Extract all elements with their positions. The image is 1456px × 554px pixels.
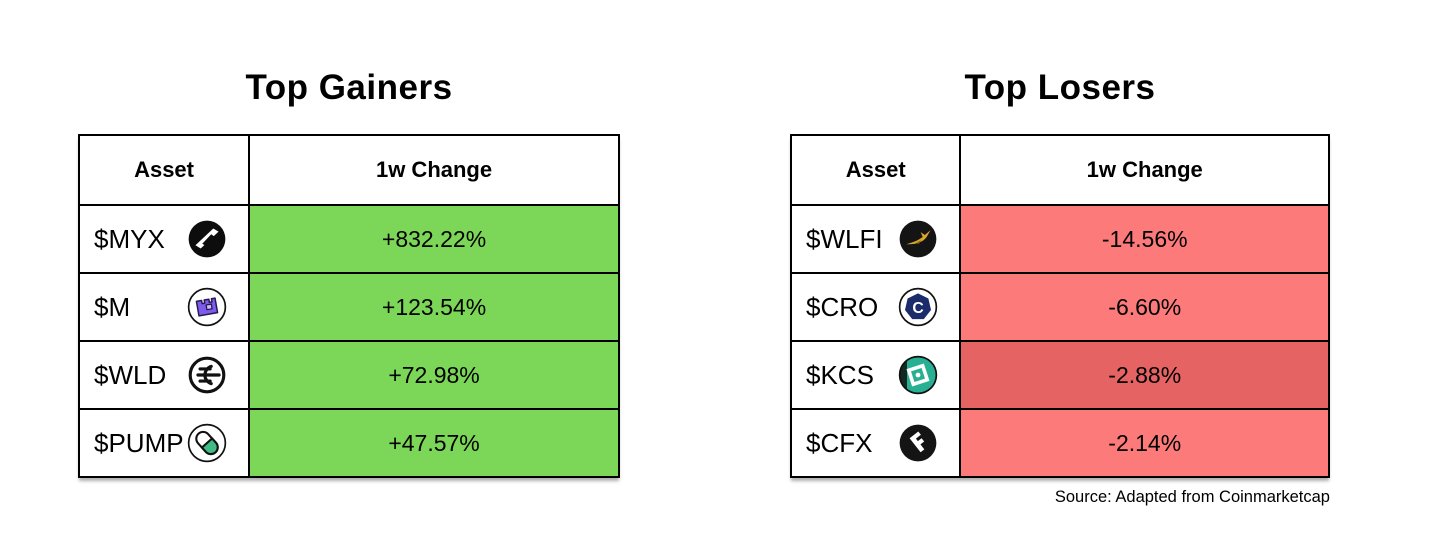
change-value: +832.22% <box>248 204 620 274</box>
svg-text:C: C <box>913 300 924 317</box>
change-value: -6.60% <box>959 272 1330 342</box>
losers-change-header: 1w Change <box>959 134 1330 206</box>
losers-asset-header: Asset <box>789 134 962 206</box>
worldcoin-coin-icon <box>186 354 228 396</box>
losers-table: Asset 1w Change $WLFI -14.56% <box>789 134 1330 478</box>
asset-ticker: $CRO <box>806 291 879 322</box>
gainers-title: Top Gainers <box>245 68 453 107</box>
table-row: $KCS -2.88% <box>789 340 1330 410</box>
change-value: -2.14% <box>959 408 1330 478</box>
losers-panel: Top Losers Asset 1w Change $WLFI <box>789 0 1330 478</box>
table-row: $WLFI -14.56% <box>789 204 1330 274</box>
asset-ticker: $MYX <box>94 223 165 254</box>
asset-cell: $CFX <box>789 408 962 478</box>
asset-cell: $KCS <box>789 340 962 410</box>
change-value: +47.57% <box>248 408 620 478</box>
table-row: $PUMP +47.57% <box>77 408 620 478</box>
pumpfun-coin-icon <box>186 422 228 464</box>
losers-title: Top Losers <box>964 68 1156 107</box>
gainers-asset-header: Asset <box>77 134 251 206</box>
table-row: $CFX -2.14% <box>789 408 1330 478</box>
myx-coin-icon <box>186 218 228 260</box>
table-row: $WLD +72.98% <box>77 340 620 410</box>
change-value: +72.98% <box>248 340 620 410</box>
gainers-panel: Top Gainers Asset 1w Change $MYX <box>77 0 620 478</box>
gainers-table: Asset 1w Change $MYX +832.22% <box>77 134 620 478</box>
change-value: +123.54% <box>248 272 620 342</box>
cronos-coin-icon: C <box>897 286 939 328</box>
asset-cell: $MYX <box>77 204 251 274</box>
source-note: Source: Adapted from Coinmarketcap <box>1054 488 1330 506</box>
asset-ticker: $WLD <box>94 359 167 390</box>
kucoin-coin-icon <box>897 354 939 396</box>
asset-cell: $WLFI <box>789 204 962 274</box>
gainers-change-header: 1w Change <box>248 134 620 206</box>
asset-ticker: $WLFI <box>806 223 883 254</box>
asset-cell: $M <box>77 272 251 342</box>
asset-ticker: $KCS <box>806 359 874 390</box>
asset-ticker: $CFX <box>806 427 873 458</box>
losers-header-row: Asset 1w Change <box>789 134 1330 206</box>
asset-ticker: $M <box>94 291 131 322</box>
asset-ticker: $PUMP <box>94 427 184 458</box>
asset-cell: $PUMP <box>77 408 251 478</box>
change-value: -14.56% <box>959 204 1330 274</box>
table-row: $M +123.54% <box>77 272 620 342</box>
table-row: $MYX +832.22% <box>77 204 620 274</box>
asset-cell: $WLD <box>77 340 251 410</box>
conflux-coin-icon <box>897 422 939 464</box>
gainers-header-row: Asset 1w Change <box>77 134 620 206</box>
table-row: $CRO C -6.60% <box>789 272 1330 342</box>
memecore-coin-icon <box>186 286 228 328</box>
change-value: -2.88% <box>959 340 1330 410</box>
asset-cell: $CRO C <box>789 272 962 342</box>
wlfi-coin-icon <box>897 218 939 260</box>
